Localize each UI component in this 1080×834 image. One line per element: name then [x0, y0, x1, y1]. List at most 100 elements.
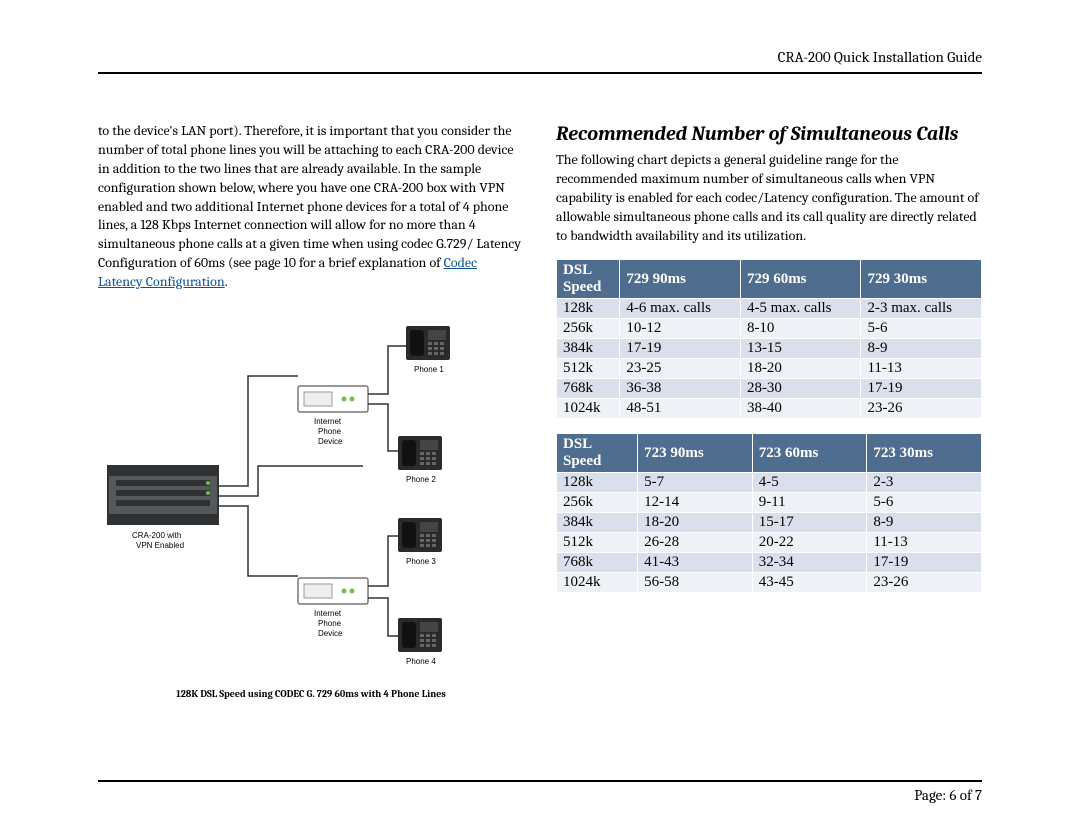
table-cell: 2-3 max. calls [861, 299, 982, 319]
table-cell: 768k [557, 553, 638, 573]
intro-paragraph: to the device's LAN port). Therefore, it… [98, 122, 524, 292]
internet-phone-device-icon [298, 386, 368, 412]
ipd2-label-2: Phone [318, 619, 342, 628]
wire-icon [368, 536, 398, 586]
wire-icon [368, 346, 408, 394]
table-cell: 384k [557, 513, 638, 533]
table-cell: 15-17 [752, 513, 867, 533]
wire-icon [218, 506, 298, 576]
table-row: 384k18-2015-178-9 [557, 513, 982, 533]
calls-table-729: DSLSpeed 729 90ms 729 60ms 729 30ms 128k… [556, 259, 982, 419]
table-cell: 36-38 [620, 379, 741, 399]
th-dsl-speed: DSLSpeed [557, 434, 638, 473]
table-cell: 11-13 [867, 533, 982, 553]
table-cell: 8-9 [867, 513, 982, 533]
ipd2-label-1: Internet [314, 609, 342, 618]
cra-200-icon [108, 466, 218, 524]
table-cell: 128k [557, 299, 620, 319]
phone2-label: Phone 2 [406, 475, 436, 484]
intro-text-end: . [225, 273, 228, 290]
table-cell: 28-30 [740, 379, 861, 399]
table-cell: 43-45 [752, 573, 867, 593]
phone-icon [398, 518, 442, 552]
section-title: Recommended Number of Simultaneous Calls [556, 122, 982, 145]
table-cell: 4-6 max. calls [620, 299, 741, 319]
table-cell: 17-19 [867, 553, 982, 573]
ipd2-label-3: Device [318, 629, 343, 638]
wire-icon [368, 404, 398, 451]
right-column: Recommended Number of Simultaneous Calls… [556, 122, 982, 700]
phone4-label: Phone 4 [406, 657, 436, 666]
topology-diagram: CRA-200 with VPN Enabled Internet Phone [98, 316, 524, 700]
ipd1-label-3: Device [318, 437, 343, 446]
table-cell: 768k [557, 379, 620, 399]
table-cell: 38-40 [740, 399, 861, 419]
table-cell: 256k [557, 319, 620, 339]
page-footer: Page: 6 of 7 [98, 780, 982, 804]
table-cell: 8-10 [740, 319, 861, 339]
wire-icon [218, 466, 363, 496]
wire-icon [368, 598, 398, 636]
table-cell: 1024k [557, 573, 638, 593]
table-cell: 5-7 [638, 473, 753, 493]
table-cell: 18-20 [638, 513, 753, 533]
table-row: 128k4-6 max. calls4-5 max. calls2-3 max.… [557, 299, 982, 319]
table-row: 384k17-1913-158-9 [557, 339, 982, 359]
page-header: CRA-200 Quick Installation Guide [98, 48, 982, 74]
table-cell: 1024k [557, 399, 620, 419]
th-723-90: 723 90ms [638, 434, 753, 473]
table-cell: 128k [557, 473, 638, 493]
table-cell: 13-15 [740, 339, 861, 359]
table-cell: 23-25 [620, 359, 741, 379]
table-cell: 17-19 [620, 339, 741, 359]
table-cell: 384k [557, 339, 620, 359]
table-cell: 48-51 [620, 399, 741, 419]
phone-icon [398, 618, 442, 652]
intro-text: to the device's LAN port). Therefore, it… [98, 122, 521, 271]
table-cell: 41-43 [638, 553, 753, 573]
table-cell: 17-19 [861, 379, 982, 399]
phone3-label: Phone 3 [406, 557, 436, 566]
table-cell: 56-58 [638, 573, 753, 593]
table-row: 256k10-128-105-6 [557, 319, 982, 339]
table-cell: 5-6 [861, 319, 982, 339]
table-row: 1024k48-5138-4023-26 [557, 399, 982, 419]
table-row: 512k23-2518-2011-13 [557, 359, 982, 379]
table-cell: 4-5 [752, 473, 867, 493]
table-cell: 26-28 [638, 533, 753, 553]
table-cell: 512k [557, 533, 638, 553]
table-row: 768k41-4332-3417-19 [557, 553, 982, 573]
phone-icon [406, 326, 450, 360]
internet-phone-device-icon [298, 578, 368, 604]
phone1-label: Phone 1 [414, 365, 444, 374]
table-row: 512k26-2820-2211-13 [557, 533, 982, 553]
table-cell: 8-9 [861, 339, 982, 359]
table-cell: 11-13 [861, 359, 982, 379]
table-cell: 23-26 [861, 399, 982, 419]
table-cell: 256k [557, 493, 638, 513]
section-paragraph: The following chart depicts a general gu… [556, 151, 982, 245]
ipd1-label-1: Internet [314, 417, 342, 426]
table-cell: 20-22 [752, 533, 867, 553]
table-row: 1024k56-5843-4523-26 [557, 573, 982, 593]
table-cell: 10-12 [620, 319, 741, 339]
table-cell: 32-34 [752, 553, 867, 573]
table-cell: 4-5 max. calls [740, 299, 861, 319]
th-729-60: 729 60ms [740, 260, 861, 299]
th-723-60: 723 60ms [752, 434, 867, 473]
table-cell: 2-3 [867, 473, 982, 493]
left-column: to the device's LAN port). Therefore, it… [98, 122, 524, 700]
table-cell: 512k [557, 359, 620, 379]
th-729-90: 729 90ms [620, 260, 741, 299]
th-dsl-speed: DSLSpeed [557, 260, 620, 299]
diagram-svg: CRA-200 with VPN Enabled Internet Phone [98, 316, 478, 676]
table-row: 768k36-3828-3017-19 [557, 379, 982, 399]
table-cell: 12-14 [638, 493, 753, 513]
phone-icon [398, 436, 442, 470]
table-cell: 5-6 [867, 493, 982, 513]
table-cell: 18-20 [740, 359, 861, 379]
calls-table-723: DSLSpeed 723 90ms 723 60ms 723 30ms 128k… [556, 433, 982, 593]
table-row: 128k5-74-52-3 [557, 473, 982, 493]
table-cell: 9-11 [752, 493, 867, 513]
cra-label-2: VPN Enabled [136, 541, 184, 550]
